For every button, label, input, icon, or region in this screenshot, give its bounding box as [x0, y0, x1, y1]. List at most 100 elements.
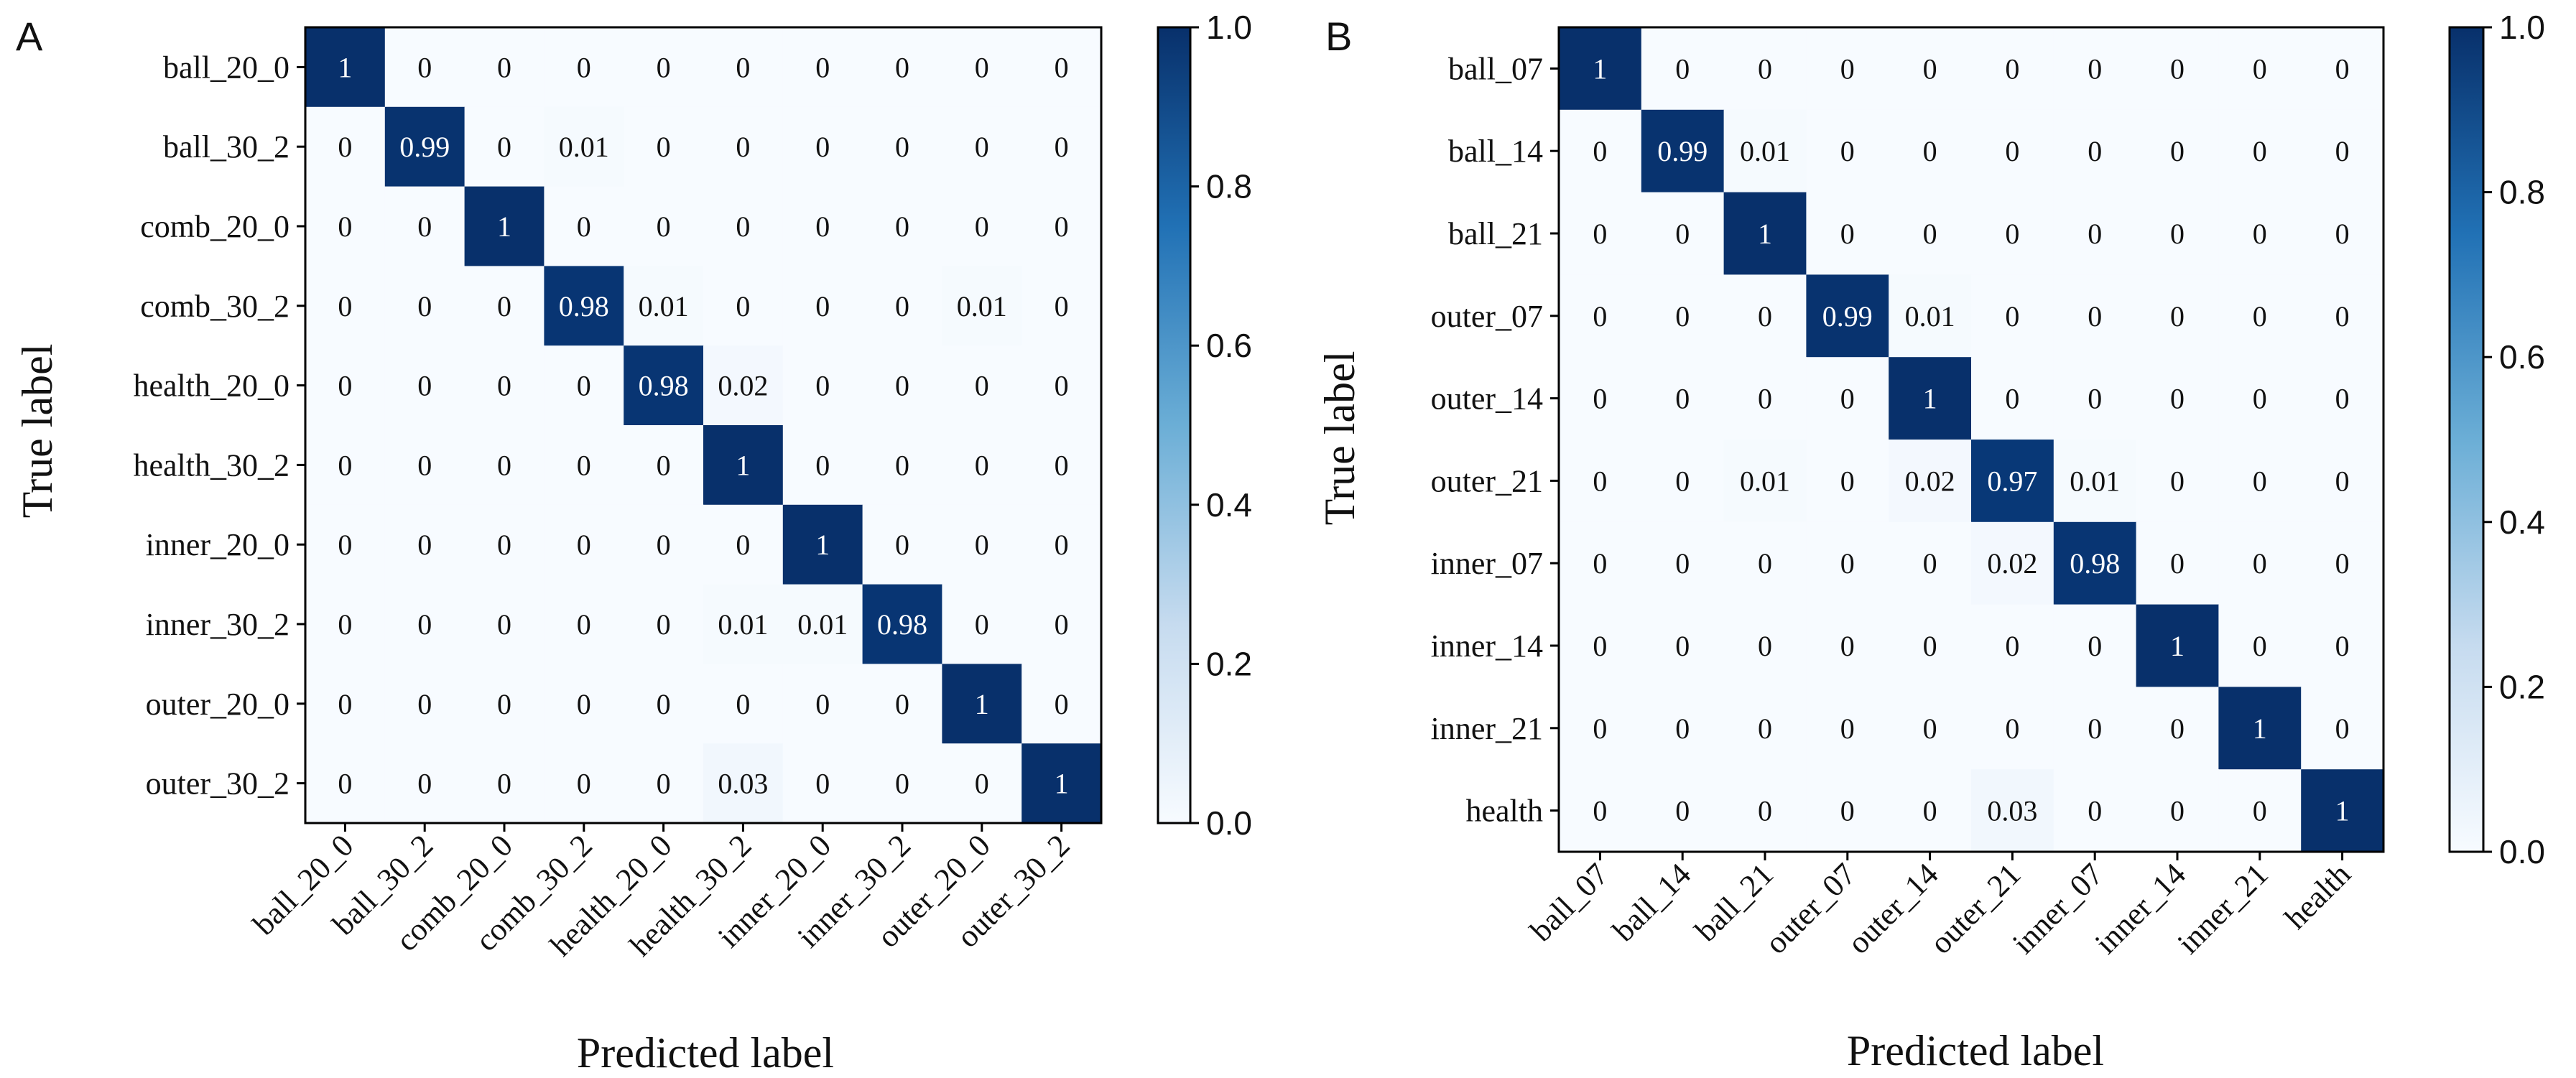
heatmap-cell	[782, 664, 863, 744]
cell-value-label: 0.01	[639, 290, 689, 322]
heatmap-cell	[1641, 769, 1725, 852]
heatmap-cell	[1723, 604, 1807, 687]
heatmap-cell	[862, 106, 942, 187]
cell-value-label: 0	[1675, 630, 1690, 662]
heatmap-cell	[1806, 357, 1889, 440]
cell-value-label: 0	[1055, 290, 1069, 322]
cell-value-label: 0	[2005, 135, 2019, 167]
cell-value-label: 0	[338, 688, 352, 720]
cell-value-label: 0	[497, 529, 511, 561]
heatmap-cell	[305, 345, 386, 426]
heatmap-cell	[1021, 186, 1102, 266]
heatmap-cell	[1971, 274, 2054, 358]
heatmap-cell	[782, 504, 863, 585]
heatmap-cell	[2053, 687, 2137, 770]
heatmap-cell	[2053, 192, 2137, 275]
heatmap-cell	[305, 186, 386, 266]
cell-value-label: 1	[815, 529, 830, 561]
heatmap-cell	[1723, 357, 1807, 440]
heatmap-cell	[942, 664, 1022, 744]
heatmap-cell	[305, 743, 386, 824]
cell-value-label: 0	[657, 768, 671, 800]
cell-value-label: 0	[497, 51, 511, 83]
cell-value-label: 0.02	[1905, 465, 1955, 497]
heatmap-cell	[1971, 769, 2054, 852]
y-tick-label: inner_20_0	[146, 527, 289, 562]
heatmap-cell	[1559, 27, 1642, 111]
cell-value-label: 0	[2005, 630, 2019, 662]
x-tick-labels: ball_07ball_14ball_21outer_07outer_14out…	[1523, 852, 2358, 961]
heatmap-cell	[305, 27, 386, 108]
colorbar-tick-label: 0.2	[1206, 645, 1252, 682]
cell-value-label: 0	[2335, 465, 2350, 497]
cell-value-label: 0	[1840, 630, 1855, 662]
heatmap-cell	[544, 664, 624, 744]
heatmap-cell	[1021, 425, 1102, 506]
cell-value-label: 1	[2170, 630, 2184, 662]
y-tick-label: inner_30_2	[146, 607, 289, 642]
heatmap-cell	[2136, 109, 2219, 193]
cell-value-label: 0	[338, 131, 352, 163]
heatmap-cell	[2136, 769, 2219, 852]
cell-value-label: 0	[2335, 300, 2350, 333]
heatmap-cell	[1806, 109, 1889, 193]
heatmap-cell	[624, 664, 704, 744]
cell-value-label: 0	[1758, 300, 1772, 333]
y-tick-label: outer_07	[1431, 299, 1543, 334]
heatmap-cell	[942, 27, 1022, 108]
cell-value-label: 0	[1840, 795, 1855, 827]
heatmap-cell	[1806, 769, 1889, 852]
cell-value-label: 0	[1840, 52, 1855, 85]
x-axis-label: Predicted label	[577, 1029, 834, 1077]
x-tick-label: inner_07	[2006, 856, 2110, 960]
heatmap-cell	[2301, 27, 2384, 111]
cell-value-label: 1	[338, 51, 352, 83]
heatmap-cell	[544, 27, 624, 108]
cell-value-label: 0.02	[1987, 547, 2037, 580]
cell-value-label: 0	[815, 768, 830, 800]
heatmap-cell	[2136, 604, 2219, 687]
cell-value-label: 0	[975, 608, 989, 641]
cell-value-label: 0	[2253, 135, 2267, 167]
cell-value-label: 0	[1055, 210, 1069, 243]
heatmap-cell	[1641, 604, 1725, 687]
cell-value-label: 0	[975, 449, 989, 481]
colorbar-tick-label: 0.2	[2499, 668, 2545, 705]
heatmap-cell	[2218, 109, 2302, 193]
cell-value-label: 0	[2005, 712, 2019, 745]
heatmap-cell	[305, 504, 386, 585]
heatmap-cell	[624, 106, 704, 187]
cell-value-label: 0	[1840, 712, 1855, 745]
heatmap-cell	[1723, 192, 1807, 275]
cell-value-label: 1	[975, 688, 989, 720]
heatmap-cell	[1889, 687, 1972, 770]
heatmap-cell	[1641, 521, 1725, 605]
heatmap-cell	[544, 743, 624, 824]
heatmap-cell	[1889, 109, 1972, 193]
panel-label: A	[16, 14, 43, 59]
colorbar-tick-label: 0.4	[1206, 486, 1252, 524]
y-tick-label: outer_21	[1431, 463, 1543, 498]
cell-value-label: 0	[2253, 218, 2267, 250]
heatmap-cell	[2218, 192, 2302, 275]
cell-value-label: 0	[2335, 630, 2350, 662]
cell-value-label: 0	[577, 370, 591, 402]
y-tick-labels: ball_07 ball_14 ball_21 outer_07 outer_14out…	[1431, 51, 1559, 829]
heatmap-cell	[1723, 440, 1807, 523]
heatmap-cell	[1723, 109, 1807, 193]
cell-value-label: 0	[338, 370, 352, 402]
cell-value-label: 0	[815, 290, 830, 322]
heatmap-cell	[2136, 274, 2219, 358]
cell-value-label: 1	[2335, 795, 2350, 827]
heatmap-cell	[2053, 357, 2137, 440]
cell-value-label: 0	[2088, 795, 2102, 827]
heatmap-cell	[2301, 521, 2384, 605]
cell-value-label: 0	[1593, 547, 1607, 580]
heatmap-cell	[384, 504, 465, 585]
heatmap-cell	[1889, 274, 1972, 358]
cell-value-label: 0	[2170, 712, 2184, 745]
heatmap-cell	[2301, 109, 2384, 193]
cell-value-label: 1	[497, 210, 511, 243]
cell-value-label: 0	[417, 51, 432, 83]
y-tick-label: inner_21	[1431, 711, 1543, 746]
